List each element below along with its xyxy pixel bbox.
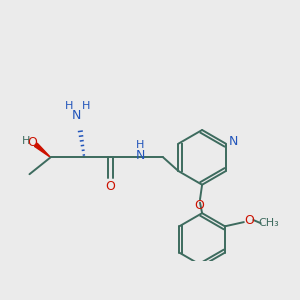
Text: O: O	[194, 199, 204, 212]
Text: H: H	[82, 101, 91, 111]
Text: N: N	[72, 109, 82, 122]
Text: N: N	[229, 135, 238, 148]
Text: CH₃: CH₃	[259, 218, 280, 228]
Text: H: H	[136, 140, 144, 150]
Polygon shape	[34, 143, 50, 158]
Text: O: O	[244, 214, 254, 226]
Text: N: N	[135, 149, 145, 162]
Text: H: H	[22, 136, 31, 146]
Text: O: O	[106, 180, 116, 193]
Text: H: H	[65, 101, 74, 111]
Text: O: O	[28, 136, 38, 149]
